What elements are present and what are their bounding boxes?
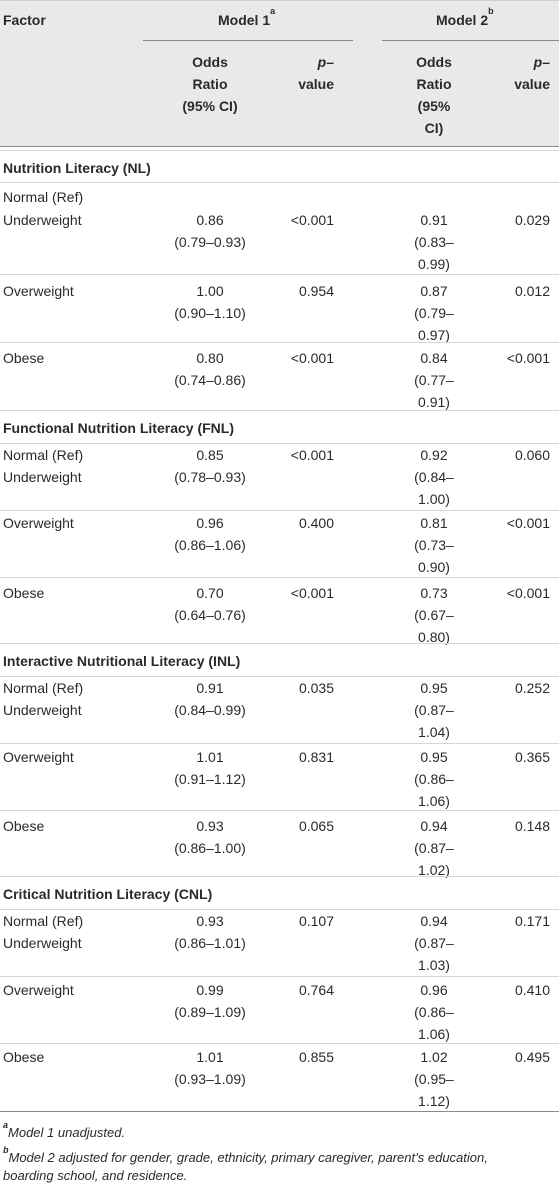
or1-cell: 0.91 (0.84–0.99) xyxy=(174,680,246,718)
row-label: Obese xyxy=(3,350,45,366)
or2-cell: 0.73 (0.67– 0.80) xyxy=(414,585,454,645)
row-divider xyxy=(0,676,559,677)
or1-header: Odds Ratio (95% CI) xyxy=(182,54,238,114)
section-title: Critical Nutrition Literacy (CNL) xyxy=(3,886,213,902)
row-divider xyxy=(0,510,559,511)
row-label: Normal (Ref) Underweight xyxy=(3,680,84,718)
p1-cell: 0.065 xyxy=(298,818,334,834)
p1-cell: 0.831 xyxy=(298,749,334,765)
section-title: Functional Nutrition Literacy (FNL) xyxy=(3,420,234,436)
factor-header: Factor xyxy=(3,12,46,28)
row-divider xyxy=(0,182,559,183)
section-title: Nutrition Literacy (NL) xyxy=(3,160,151,176)
row-label: Obese xyxy=(3,818,45,834)
header-rule xyxy=(0,146,559,147)
row-label: Obese xyxy=(3,1049,45,1065)
or1-cell: 0.93 (0.86–1.01) xyxy=(174,913,246,951)
p2-cell: <0.001 xyxy=(506,350,550,366)
table-subheader-band xyxy=(0,38,559,146)
or1-cell: 1.00 (0.90–1.10) xyxy=(174,283,246,321)
p2-cell: 0.060 xyxy=(514,447,550,463)
row-label: Underweight xyxy=(3,212,82,228)
p1-cell: 0.035 xyxy=(298,680,334,696)
p1-cell: 0.855 xyxy=(298,1049,334,1065)
or1-cell: 1.01 (0.91–1.12) xyxy=(174,749,246,787)
row-label: Normal (Ref) Underweight xyxy=(3,447,84,485)
or2-cell: 0.96 (0.86– 1.06) xyxy=(414,982,454,1042)
row-divider xyxy=(0,342,559,343)
model1-underline xyxy=(143,40,353,41)
or1-cell: 0.96 (0.86–1.06) xyxy=(174,515,246,553)
row-divider xyxy=(0,810,559,811)
p1-header: p– value xyxy=(298,54,334,92)
row-label: Overweight xyxy=(3,749,74,765)
p2-cell: 0.148 xyxy=(514,818,550,834)
or2-cell: 1.02 (0.95– 1.12) xyxy=(414,1049,454,1109)
or2-cell: 0.81 (0.73– 0.90) xyxy=(414,515,454,575)
row-label: Obese xyxy=(3,585,45,601)
model2-header: Model 2b xyxy=(436,6,494,28)
or2-cell: 0.94 (0.87– 1.03) xyxy=(414,913,454,973)
row-label: Overweight xyxy=(3,515,74,531)
p1-cell: <0.001 xyxy=(290,447,334,463)
or1-cell: 0.80 (0.74–0.86) xyxy=(174,350,246,388)
or2-cell: 0.95 (0.86– 1.06) xyxy=(414,749,454,809)
p1-cell: <0.001 xyxy=(290,350,334,366)
section-title: Interactive Nutritional Literacy (INL) xyxy=(3,653,241,669)
row-divider xyxy=(0,443,559,444)
footnote-b: bModel 2 adjusted for gender, grade, eth… xyxy=(3,1144,488,1183)
or2-cell: 0.84 (0.77– 0.91) xyxy=(414,350,454,410)
or1-cell: 0.99 (0.89–1.09) xyxy=(174,982,246,1020)
row-divider xyxy=(0,1043,559,1044)
row-divider xyxy=(0,643,559,644)
row-divider xyxy=(0,577,559,578)
p2-header: p– value xyxy=(514,54,550,92)
or1-cell: 0.86 (0.79–0.93) xyxy=(174,212,246,250)
p1-cell: <0.001 xyxy=(290,212,334,228)
p1-cell: 0.107 xyxy=(298,913,334,929)
row-divider xyxy=(0,743,559,744)
p1-cell: 0.764 xyxy=(298,982,334,998)
p2-cell: 0.410 xyxy=(514,982,550,998)
row-label: Overweight xyxy=(3,283,74,299)
row-label: Overweight xyxy=(3,982,74,998)
row-divider xyxy=(0,274,559,275)
or1-cell: 0.70 (0.64–0.76) xyxy=(174,585,246,623)
or2-cell: 0.95 (0.87– 1.04) xyxy=(414,680,454,740)
or2-cell: 0.87 (0.79– 0.97) xyxy=(414,283,454,343)
model1-header: Model 1a xyxy=(218,6,276,28)
footnote-a: aModel 1 unadjusted. xyxy=(3,1119,126,1140)
row-divider xyxy=(0,909,559,910)
row-divider xyxy=(0,150,559,151)
or2-cell: 0.91 (0.83– 0.99) xyxy=(414,212,454,272)
or2-cell: 0.92 (0.84– 1.00) xyxy=(414,447,454,507)
p1-cell: 0.400 xyxy=(298,515,334,531)
p2-cell: 0.365 xyxy=(514,749,550,765)
table-bottom-rule xyxy=(0,1111,559,1112)
p2-cell: 0.012 xyxy=(514,283,550,299)
row-divider xyxy=(0,876,559,877)
p1-cell: <0.001 xyxy=(290,585,334,601)
model2-underline xyxy=(382,40,559,41)
row-divider xyxy=(0,410,559,411)
row-label: Normal (Ref) Underweight xyxy=(3,913,84,951)
or1-cell: 0.85 (0.78–0.93) xyxy=(174,447,246,485)
p2-cell: 0.252 xyxy=(514,680,550,696)
or2-cell: 0.94 (0.87– 1.02) xyxy=(414,818,454,878)
or1-cell: 1.01 (0.93–1.09) xyxy=(174,1049,246,1087)
p2-cell: <0.001 xyxy=(506,515,550,531)
row-label: Normal (Ref) xyxy=(3,189,84,205)
p2-cell: <0.001 xyxy=(506,585,550,601)
row-divider xyxy=(0,976,559,977)
table-header-band xyxy=(0,0,559,39)
or2-header: Odds Ratio (95% CI) xyxy=(416,54,452,136)
or1-cell: 0.93 (0.86–1.00) xyxy=(174,818,246,856)
p1-cell: 0.954 xyxy=(298,283,334,299)
p2-cell: 0.171 xyxy=(514,913,550,929)
p2-cell: 0.029 xyxy=(514,212,550,228)
p2-cell: 0.495 xyxy=(514,1049,550,1065)
